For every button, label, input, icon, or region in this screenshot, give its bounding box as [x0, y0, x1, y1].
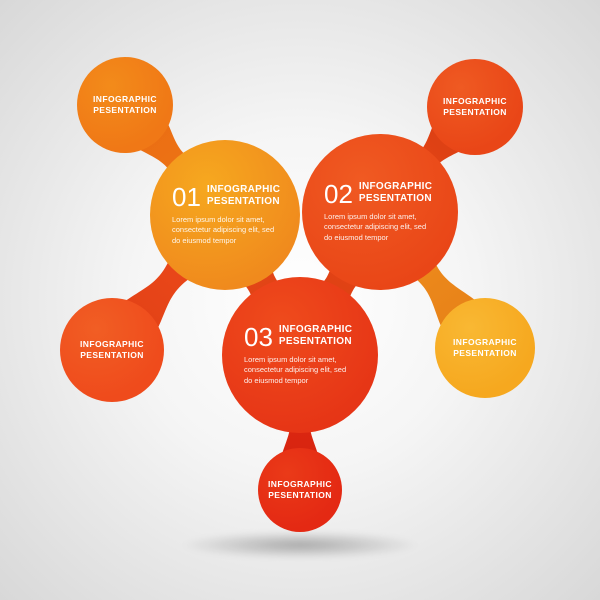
main-node-m2: 02 INFOGRAPHIC PESENTATION Lorem ipsum d… [302, 134, 458, 290]
outer-node-label: INFOGRAPHIC PESENTATION [268, 479, 332, 500]
main-node-number: 02 [324, 181, 353, 207]
main-node-m1: 01 INFOGRAPHIC PESENTATION Lorem ipsum d… [150, 140, 300, 290]
outer-node-o-mr: INFOGRAPHIC PESENTATION [435, 298, 535, 398]
outer-node-label: INFOGRAPHIC PESENTATION [453, 337, 517, 358]
outer-node-o-ml: INFOGRAPHIC PESENTATION [60, 298, 164, 402]
main-node-desc: Lorem ipsum dolor sit amet, consectetur … [324, 212, 436, 242]
main-node-content: 01 INFOGRAPHIC PESENTATION Lorem ipsum d… [158, 184, 292, 245]
outer-node-label: INFOGRAPHIC PESENTATION [93, 94, 157, 115]
main-node-title: INFOGRAPHIC PESENTATION [359, 181, 432, 204]
outer-node-label: INFOGRAPHIC PESENTATION [443, 96, 507, 117]
main-node-content: 02 INFOGRAPHIC PESENTATION Lorem ipsum d… [310, 181, 450, 242]
main-node-title: INFOGRAPHIC PESENTATION [279, 324, 352, 347]
main-node-m3: 03 INFOGRAPHIC PESENTATION Lorem ipsum d… [222, 277, 378, 433]
outer-node-o-tl: INFOGRAPHIC PESENTATION [77, 57, 173, 153]
main-node-desc: Lorem ipsum dolor sit amet, consectetur … [244, 355, 356, 385]
outer-node-o-b: INFOGRAPHIC PESENTATION [258, 448, 342, 532]
main-node-desc: Lorem ipsum dolor sit amet, consectetur … [172, 215, 278, 245]
main-node-number: 03 [244, 324, 273, 350]
main-node-title: INFOGRAPHIC PESENTATION [207, 184, 280, 207]
infographic-stage: INFOGRAPHIC PESENTATION INFOGRAPHIC PESE… [0, 0, 600, 600]
main-node-content: 03 INFOGRAPHIC PESENTATION Lorem ipsum d… [230, 324, 370, 385]
outer-node-label: INFOGRAPHIC PESENTATION [80, 339, 144, 360]
main-node-number: 01 [172, 184, 201, 210]
outer-node-o-tr: INFOGRAPHIC PESENTATION [427, 59, 523, 155]
